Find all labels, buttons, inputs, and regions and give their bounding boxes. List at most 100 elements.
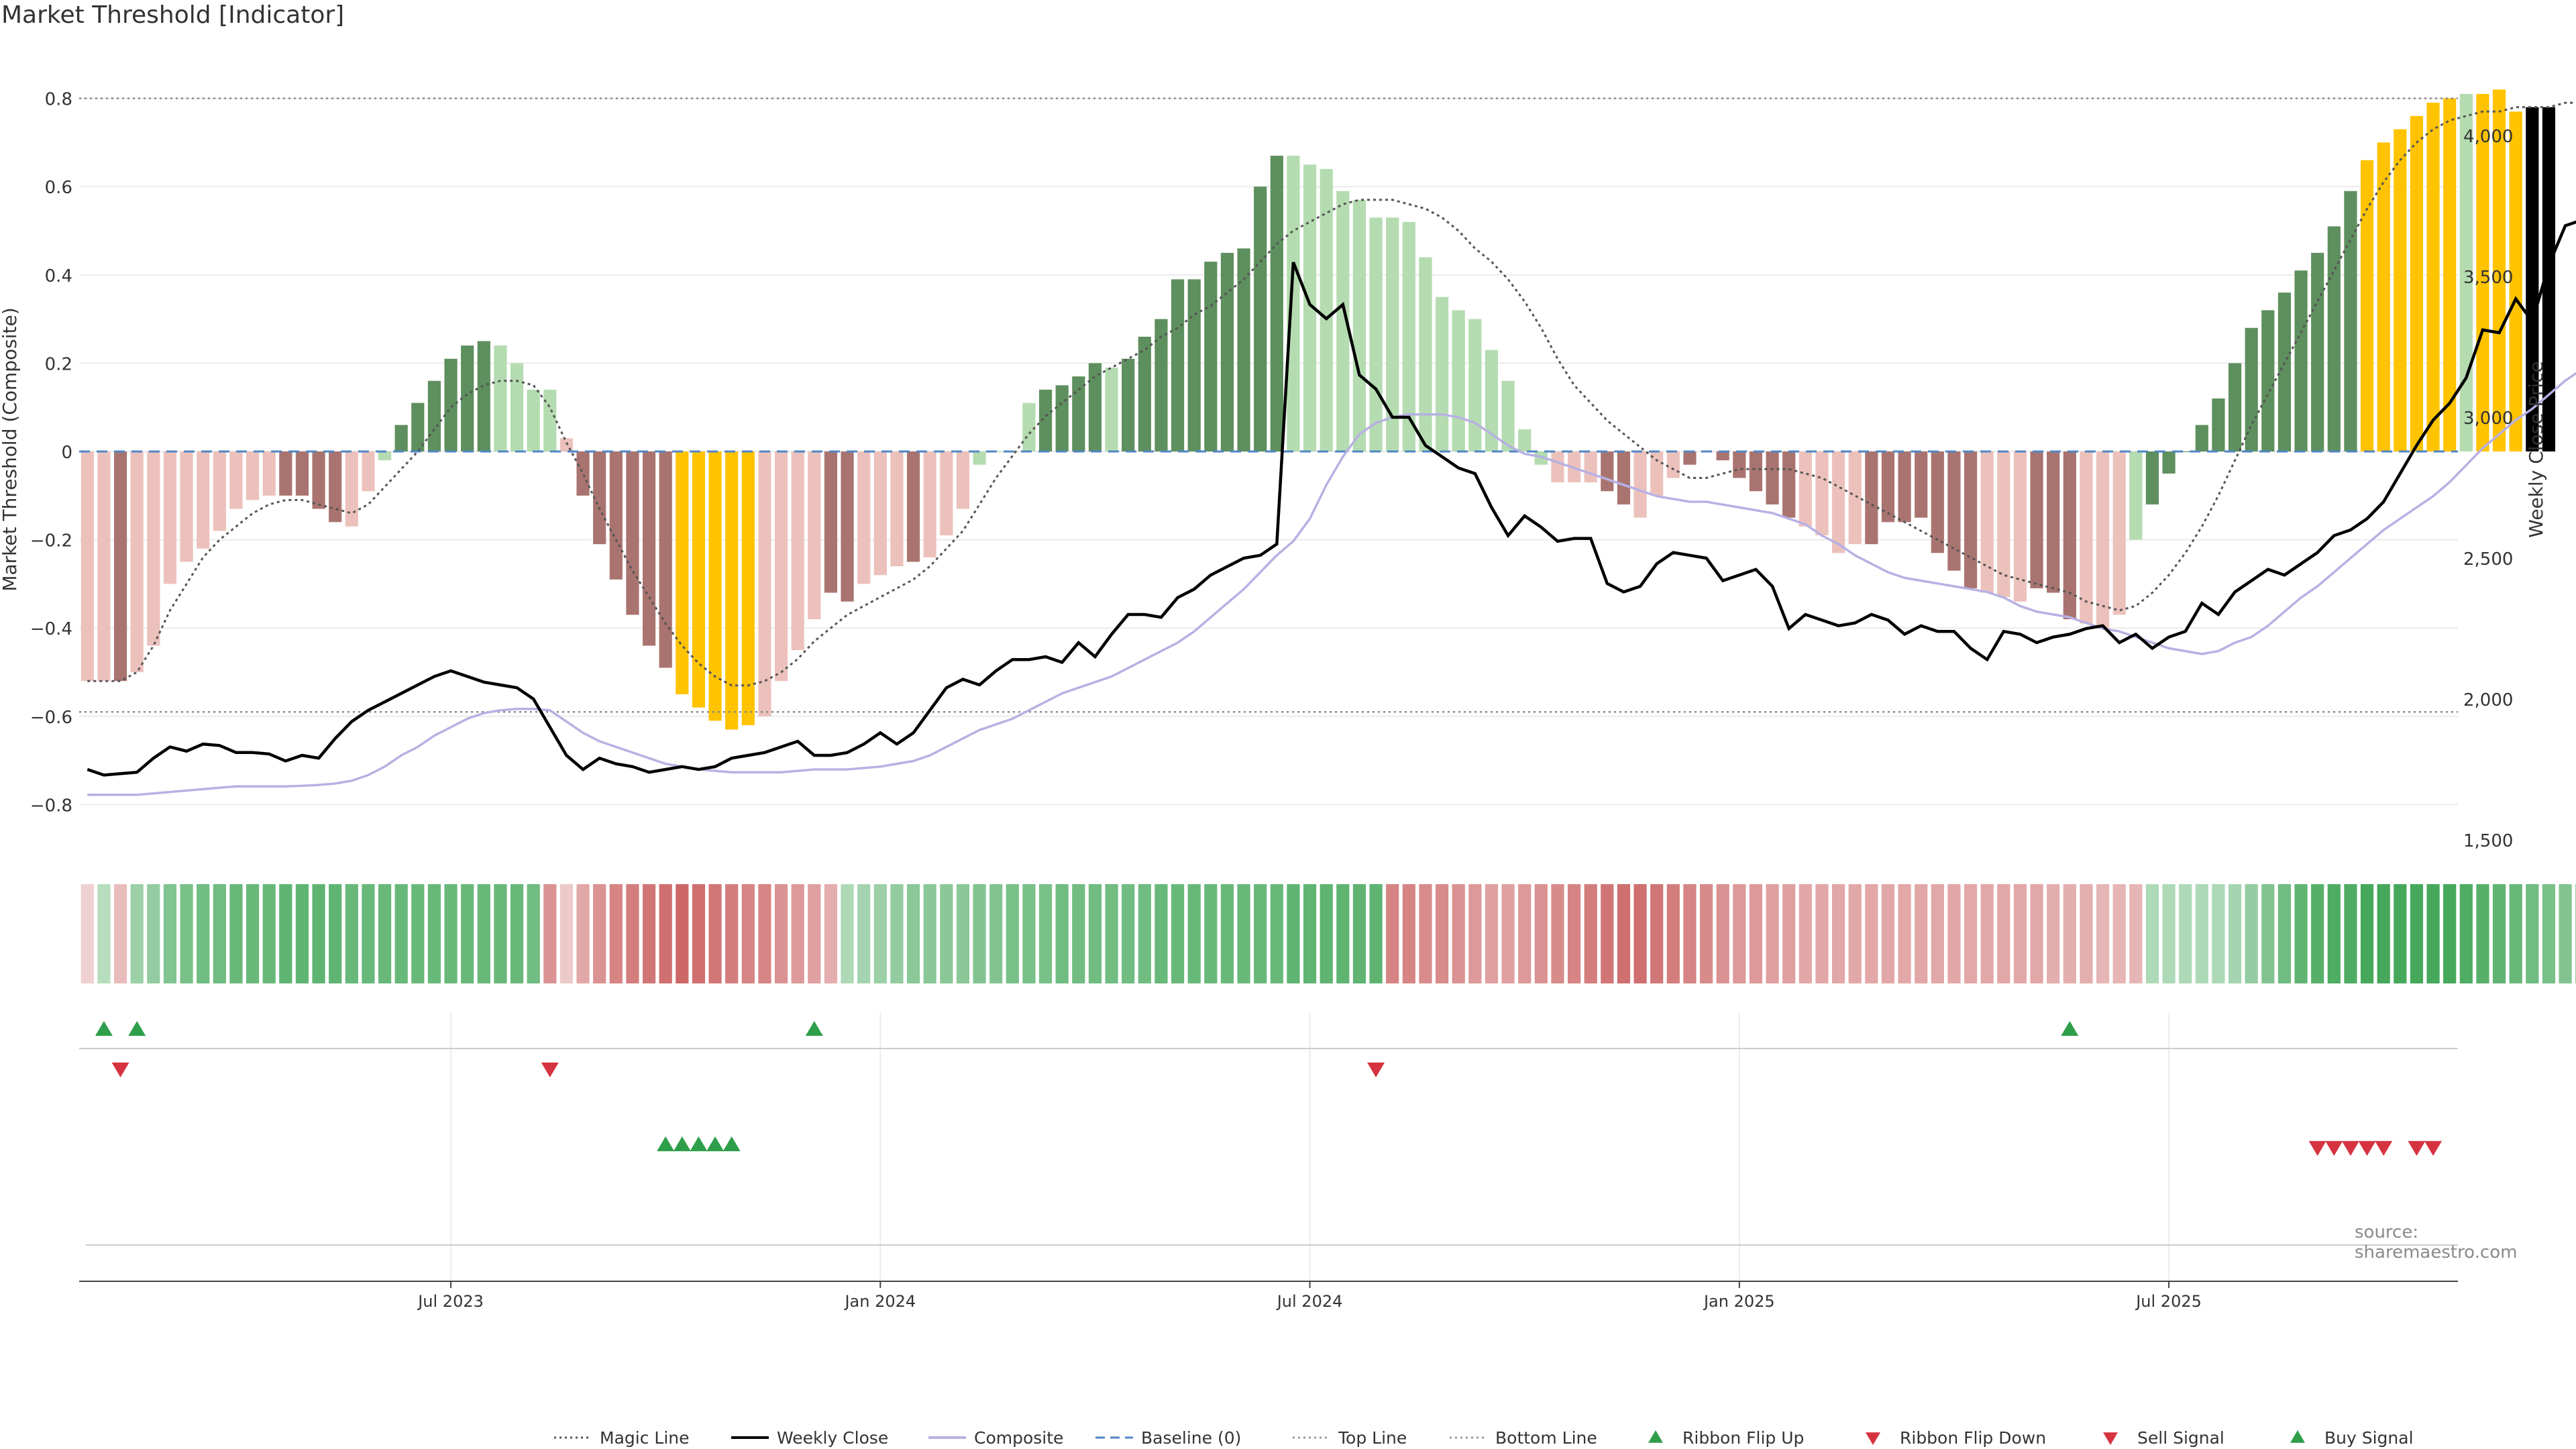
ribbon-cell bbox=[1287, 884, 1300, 983]
composite-bar bbox=[1303, 164, 1317, 452]
composite-bar bbox=[940, 451, 953, 536]
ribbon-cell bbox=[2426, 884, 2440, 983]
ribbon-cell bbox=[1485, 884, 1499, 983]
ribbon-cell bbox=[1865, 884, 1878, 983]
legend-item: Ribbon Flip Down bbox=[1866, 1428, 2046, 1448]
composite-bar bbox=[1402, 221, 1415, 451]
composite-bar bbox=[394, 425, 408, 451]
left-tick-label: 0.8 bbox=[45, 90, 72, 110]
composite-bar bbox=[1749, 451, 1763, 492]
legend-item: Sell Signal bbox=[2103, 1428, 2224, 1448]
ribbon-cell bbox=[741, 884, 755, 983]
composite-bar bbox=[1336, 191, 1350, 451]
composite-bar bbox=[197, 451, 210, 549]
legend-item: Baseline (0) bbox=[1095, 1428, 1241, 1448]
ribbon-cell bbox=[1501, 884, 1515, 983]
composite-bar bbox=[1898, 451, 1911, 523]
composite-bar bbox=[1369, 217, 1383, 451]
composite-bar bbox=[2080, 451, 2093, 624]
ribbon-cell bbox=[411, 884, 425, 983]
composite-bar bbox=[1716, 451, 1729, 461]
ribbon-cell bbox=[262, 884, 276, 983]
ribbon-cell bbox=[1022, 884, 1036, 983]
ribbon-flip-up-marker bbox=[95, 1021, 113, 1036]
ribbon-cell bbox=[676, 884, 689, 983]
ribbon-cell bbox=[1088, 884, 1102, 983]
ribbon-cell bbox=[2129, 884, 2143, 983]
ribbon-cell bbox=[2294, 884, 2308, 983]
composite-bar bbox=[2212, 398, 2225, 451]
ribbon-cell bbox=[213, 884, 226, 983]
legend-label: Ribbon Flip Down bbox=[1900, 1428, 2046, 1448]
left-tick-label: 0 bbox=[61, 443, 72, 463]
ribbon-cell bbox=[1155, 884, 1168, 983]
ribbon-cell bbox=[147, 884, 160, 983]
left-tick-label: −0.8 bbox=[30, 796, 72, 816]
ribbon-cell bbox=[593, 884, 606, 983]
composite-bar bbox=[1551, 451, 1564, 483]
composite-bar bbox=[163, 451, 177, 584]
ribbon-cell bbox=[956, 884, 970, 983]
ribbon-cell bbox=[973, 884, 986, 983]
composite-bar bbox=[477, 341, 490, 451]
composite-bar bbox=[1055, 385, 1069, 451]
composite-bar bbox=[2492, 89, 2506, 451]
ribbon-cell bbox=[559, 884, 574, 983]
composite-bar bbox=[890, 451, 904, 567]
composite-bar bbox=[97, 451, 111, 682]
ribbon-cell bbox=[692, 884, 706, 983]
ribbon-cell bbox=[2344, 884, 2357, 983]
right-tick-label: 4,000 bbox=[2463, 127, 2513, 147]
magic-line bbox=[87, 101, 2576, 687]
composite-bar bbox=[973, 451, 986, 465]
ribbon-flip-down-marker bbox=[541, 1062, 559, 1077]
ribbon-cell bbox=[758, 884, 771, 983]
ribbon-cell bbox=[1518, 884, 1532, 983]
composite-bar bbox=[659, 451, 672, 668]
ribbon-cell bbox=[2096, 884, 2110, 983]
ribbon-cell bbox=[1551, 884, 1564, 983]
ribbon-flip-up-marker bbox=[2061, 1021, 2079, 1036]
left-tick-label: 0.2 bbox=[45, 354, 72, 374]
ribbon-cell bbox=[2394, 884, 2407, 983]
composite-bar bbox=[1220, 252, 1234, 451]
composite-bar bbox=[841, 451, 854, 602]
composite-bar bbox=[2410, 115, 2424, 452]
left-tick-label: −0.6 bbox=[30, 708, 72, 728]
sell-signal-marker bbox=[2325, 1140, 2343, 1156]
composite-bar bbox=[246, 451, 260, 500]
ribbon-cell bbox=[1699, 884, 1713, 983]
composite-bar bbox=[295, 451, 309, 496]
composite-bar bbox=[1782, 451, 1796, 518]
composite-bar bbox=[113, 451, 127, 682]
ribbon-cell bbox=[774, 884, 788, 983]
ribbon-cell bbox=[808, 884, 821, 983]
composite-bar bbox=[1204, 262, 1218, 451]
ribbon-cell bbox=[791, 884, 804, 983]
composite-bar bbox=[906, 451, 920, 562]
ribbon-cell bbox=[2410, 884, 2424, 983]
composite-bar bbox=[791, 451, 804, 651]
ribbon-cell bbox=[1997, 884, 2010, 983]
composite-bar bbox=[1831, 451, 1845, 553]
ribbon-flip-up-marker bbox=[805, 1021, 823, 1036]
ribbon-cell bbox=[1848, 884, 1862, 983]
ribbon-cell bbox=[477, 884, 490, 983]
composite-bar bbox=[1534, 451, 1548, 465]
legend-swatch bbox=[1648, 1430, 1663, 1443]
legend-swatch bbox=[2103, 1432, 2118, 1445]
composite-bar bbox=[427, 380, 441, 451]
composite-bar bbox=[1452, 310, 1465, 451]
composite-bar bbox=[873, 451, 887, 576]
ribbon-cell bbox=[1567, 884, 1581, 983]
ribbon-cell bbox=[2195, 884, 2208, 983]
buy-signal-marker bbox=[722, 1136, 741, 1152]
ribbon-cell bbox=[989, 884, 1003, 983]
right-tick-label: 2,500 bbox=[2463, 549, 2513, 570]
ribbon-cell bbox=[345, 884, 358, 983]
composite-bar bbox=[626, 451, 639, 615]
composite-bar bbox=[1485, 350, 1499, 451]
ribbon-cell bbox=[279, 884, 292, 983]
ribbon-cell bbox=[1187, 884, 1201, 983]
